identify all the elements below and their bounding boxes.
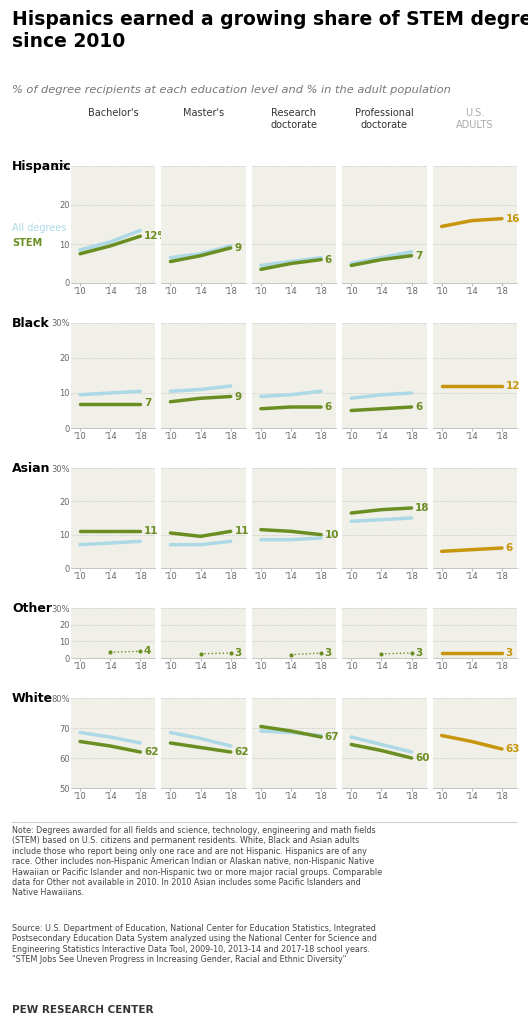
- Text: % of degree recipients at each education level and % in the adult population: % of degree recipients at each education…: [12, 85, 451, 95]
- Text: 3: 3: [325, 648, 332, 658]
- Text: 12%: 12%: [144, 231, 169, 241]
- Text: 6: 6: [325, 402, 332, 412]
- Text: Black: Black: [12, 317, 50, 330]
- Text: Hispanic: Hispanic: [12, 160, 72, 173]
- Text: Research
doctorate: Research doctorate: [270, 108, 317, 130]
- Text: Other: Other: [12, 602, 52, 615]
- Text: 11: 11: [234, 526, 249, 536]
- Text: 6: 6: [505, 543, 513, 553]
- Text: 6: 6: [415, 402, 422, 412]
- Text: U.S.
ADULTS: U.S. ADULTS: [456, 108, 494, 130]
- Text: Hispanics earned a growing share of STEM degrees
since 2010: Hispanics earned a growing share of STEM…: [12, 10, 528, 51]
- Text: 4: 4: [144, 647, 152, 657]
- Text: Note: Degrees awarded for all fields and science, technology, engineering and ma: Note: Degrees awarded for all fields and…: [12, 826, 382, 897]
- Text: All degrees: All degrees: [12, 223, 67, 233]
- Text: 67: 67: [325, 732, 340, 742]
- Text: 7: 7: [144, 399, 152, 408]
- Text: 62: 62: [144, 747, 158, 757]
- Text: 6: 6: [325, 255, 332, 265]
- Text: Master's: Master's: [183, 108, 224, 118]
- Text: 3: 3: [234, 648, 242, 658]
- Text: 62: 62: [234, 747, 249, 757]
- Text: 60: 60: [415, 753, 430, 763]
- Text: 63: 63: [505, 744, 520, 754]
- Text: Professional
doctorate: Professional doctorate: [355, 108, 414, 130]
- Text: 9: 9: [234, 392, 241, 401]
- Text: 12: 12: [505, 381, 520, 391]
- Text: White: White: [12, 692, 53, 705]
- Text: Source: U.S. Department of Education, National Center for Education Statistics, : Source: U.S. Department of Education, Na…: [12, 924, 377, 965]
- Text: Bachelor's: Bachelor's: [88, 108, 138, 118]
- Text: 7: 7: [415, 251, 422, 261]
- Text: 3: 3: [505, 648, 513, 658]
- Text: 3: 3: [415, 648, 422, 658]
- Text: 11: 11: [144, 526, 158, 536]
- Text: 10: 10: [325, 530, 340, 540]
- Text: 9: 9: [234, 242, 241, 253]
- Text: 16: 16: [505, 214, 520, 224]
- Text: Asian: Asian: [12, 462, 51, 475]
- Text: PEW RESEARCH CENTER: PEW RESEARCH CENTER: [12, 1005, 154, 1015]
- Text: STEM: STEM: [12, 238, 42, 248]
- Text: 18: 18: [415, 503, 430, 513]
